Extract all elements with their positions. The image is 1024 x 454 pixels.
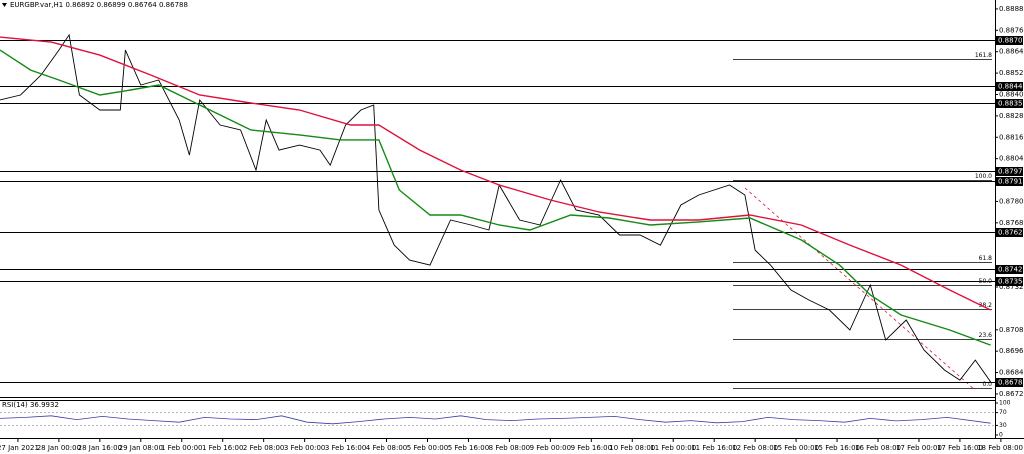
x-tick-label: 1 Feb 16:00 — [202, 444, 243, 452]
y-tick-label: 0.86720 — [999, 390, 1024, 398]
x-tick-label: 12 Feb 08:00 — [732, 444, 778, 452]
x-tick-label: 28 Jan 16:00 — [78, 444, 122, 452]
price-level-label: 0.87628 — [998, 229, 1024, 237]
rsi-line — [0, 415, 991, 425]
price-level-box — [996, 228, 1023, 237]
x-tick-label: 11 Feb 16:00 — [691, 444, 737, 452]
x-tick-label: 3 Feb 00:00 — [284, 444, 325, 452]
price-level-box — [996, 82, 1023, 91]
price-level-box — [996, 167, 1023, 176]
rsi-label: RSI(14) 36.9932 — [2, 401, 59, 409]
price-level-label: 0.88706 — [998, 37, 1024, 45]
x-tick-label: 15 Feb 16:00 — [814, 444, 860, 452]
series-line — [0, 33, 991, 383]
x-tick-label: 9 Feb 16:00 — [571, 444, 612, 452]
x-tick-label: 18 Feb 08:00 — [977, 444, 1023, 452]
x-tick-label: 2 Feb 08:00 — [243, 444, 284, 452]
x-tick-label: 27 Jan 2021 — [0, 444, 39, 452]
x-tick-label: 15 Feb 00:00 — [773, 444, 819, 452]
series-line — [0, 36, 991, 311]
fib-label: 23.6 — [979, 332, 993, 339]
price-level-label: 0.88446 — [998, 83, 1024, 91]
x-tick-label: 28 Jan 00:00 — [37, 444, 81, 452]
fib-label: 100.0 — [975, 173, 992, 180]
fib-label: 38.2 — [979, 302, 993, 309]
x-tick-label: 3 Feb 16:00 — [325, 444, 366, 452]
x-tick-label: 11 Feb 00:00 — [650, 444, 696, 452]
price-level-box — [996, 277, 1023, 286]
x-tick-label: 9 Feb 00:00 — [530, 444, 571, 452]
chart-title: EURGBP.var,H1 0.86892 0.86899 0.86764 0.… — [10, 1, 188, 9]
x-tick-label: 10 Feb 08:00 — [609, 444, 655, 452]
rsi-tick-label: 30 — [999, 422, 1007, 429]
fib-label: 50.0 — [979, 278, 993, 285]
series-line — [0, 49, 991, 346]
fib-label: 61.8 — [979, 255, 993, 262]
rsi-tick-label: 70 — [999, 409, 1007, 416]
price-level-box — [996, 99, 1023, 108]
price-level-label: 0.87423 — [998, 266, 1024, 274]
price-level-box — [996, 36, 1023, 45]
price-level-label: 0.86788 — [998, 379, 1024, 387]
symbol-menu-icon — [2, 3, 7, 7]
rsi-tick-label: 100 — [999, 400, 1011, 407]
x-tick-label: 17 Feb 00:00 — [896, 444, 942, 452]
x-tick-label: 1 Feb 00:00 — [161, 444, 202, 452]
x-tick-label: 5 Feb 16:00 — [448, 444, 489, 452]
x-tick-label: 8 Feb 08:00 — [489, 444, 530, 452]
x-tick-label: 16 Feb 08:00 — [855, 444, 901, 452]
fib-label: 161.8 — [975, 52, 992, 59]
x-tick-label: 17 Feb 16:00 — [937, 444, 983, 452]
x-tick-label: 4 Feb 08:00 — [366, 444, 407, 452]
price-level-box — [996, 265, 1023, 274]
price-level-label: 0.87912 — [998, 178, 1024, 186]
x-tick-label: 5 Feb 00:00 — [407, 444, 448, 452]
x-tick-label: 29 Jan 08:00 — [119, 444, 163, 452]
rsi-tick-label: 0 — [999, 432, 1003, 439]
price-level-box — [996, 177, 1023, 186]
fib-label: 0.0 — [982, 381, 992, 388]
price-level-label: 0.87354 — [998, 278, 1024, 286]
price-level-box — [996, 378, 1023, 387]
